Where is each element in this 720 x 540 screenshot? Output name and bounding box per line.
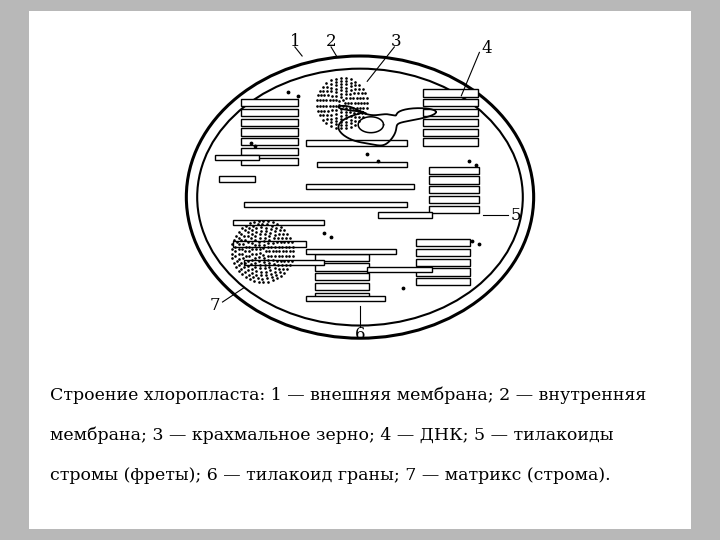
Bar (215, 154, 258, 160)
Text: 3: 3 (391, 33, 402, 50)
Bar (428, 177, 480, 184)
Bar (240, 158, 299, 165)
Bar (306, 140, 407, 146)
Bar (244, 260, 324, 265)
Bar (240, 99, 299, 106)
Bar (423, 90, 477, 97)
Text: 6: 6 (355, 326, 365, 343)
Bar (423, 129, 477, 136)
Bar (315, 254, 369, 261)
Bar (423, 119, 477, 126)
Bar (315, 264, 369, 271)
Bar (416, 268, 470, 275)
Bar (244, 201, 407, 207)
Bar (240, 138, 299, 145)
Bar (306, 248, 396, 254)
Text: стромы (фреты); 6 — тилакоид граны; 7 — матрикс (строма).: стромы (фреты); 6 — тилакоид граны; 7 — … (50, 467, 611, 484)
Bar (423, 138, 477, 146)
Bar (428, 186, 480, 193)
Ellipse shape (186, 56, 534, 338)
Bar (315, 273, 369, 280)
Bar (240, 109, 299, 116)
Bar (306, 184, 414, 189)
Bar (367, 267, 432, 272)
Text: 1: 1 (289, 33, 300, 50)
Bar (416, 249, 470, 256)
Bar (315, 293, 369, 300)
Text: Строение хлоропласта: 1 — внешняя мембрана; 2 — внутренняя: Строение хлоропласта: 1 — внешняя мембра… (50, 386, 647, 403)
Bar (317, 162, 407, 167)
Bar (378, 212, 432, 218)
Bar (233, 220, 324, 225)
Bar (416, 278, 470, 285)
Text: 2: 2 (325, 33, 336, 50)
Bar (233, 241, 306, 247)
Text: мембрана; 3 — крахмальное зерно; 4 — ДНК; 5 — тилакоиды: мембрана; 3 — крахмальное зерно; 4 — ДНК… (50, 427, 614, 444)
Text: 7: 7 (210, 297, 220, 314)
Bar (428, 206, 480, 213)
Bar (428, 167, 480, 174)
Bar (219, 176, 255, 182)
Bar (240, 148, 299, 155)
Bar (240, 129, 299, 136)
Bar (428, 196, 480, 203)
Bar (416, 239, 470, 246)
Bar (240, 119, 299, 126)
Text: 4: 4 (481, 40, 492, 57)
Bar (306, 296, 385, 301)
Bar (423, 109, 477, 116)
Bar (315, 283, 369, 290)
Bar (416, 259, 470, 266)
Bar (423, 99, 477, 106)
Text: 5: 5 (510, 207, 521, 224)
